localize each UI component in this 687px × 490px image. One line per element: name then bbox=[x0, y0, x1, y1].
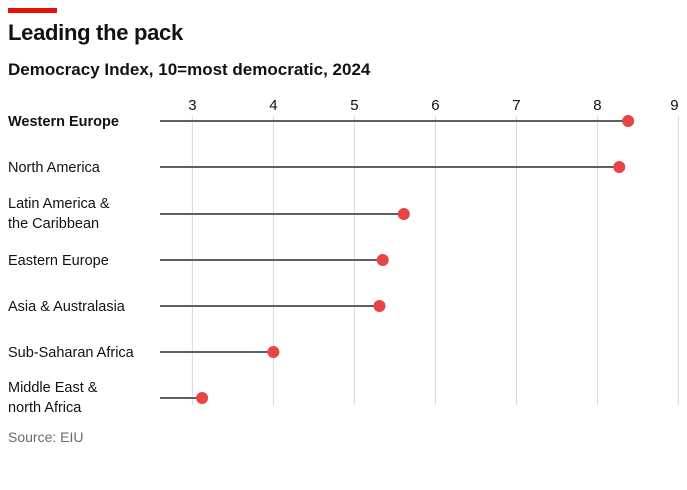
category-label: Middle East & bbox=[8, 380, 98, 396]
x-tick-label: 7 bbox=[512, 97, 520, 114]
data-point bbox=[397, 208, 410, 220]
data-point bbox=[376, 254, 389, 266]
category-label: North America bbox=[8, 160, 101, 176]
x-axis-ticks: 3 4 5 6 7 8 9 bbox=[188, 97, 678, 114]
x-tick-label: 6 bbox=[431, 97, 439, 114]
x-tick-label: 9 bbox=[670, 97, 678, 114]
data-point bbox=[267, 346, 280, 358]
category-label: north Africa bbox=[8, 400, 82, 416]
x-tick-label: 5 bbox=[350, 97, 358, 114]
category-labels: Western Europe North America Latin America… bbox=[8, 114, 135, 416]
category-label: Western Europe bbox=[8, 114, 119, 130]
data-points bbox=[196, 115, 635, 404]
stems bbox=[160, 120, 629, 399]
lollipop-chart: 3 4 5 6 7 8 9 Western Europe North America Latin… bbox=[8, 97, 679, 416]
chart-title: Leading the pack bbox=[8, 20, 183, 45]
data-point bbox=[373, 300, 386, 312]
data-point bbox=[613, 161, 626, 173]
category-label: the Caribbean bbox=[8, 216, 99, 232]
brand-accent-bar bbox=[8, 8, 57, 13]
category-label: Asia & Australasia bbox=[8, 299, 126, 315]
category-label: Eastern Europe bbox=[8, 253, 109, 269]
x-tick-label: 8 bbox=[593, 97, 601, 114]
source-note: Source: EIU bbox=[8, 429, 84, 445]
chart-subtitle: Democracy Index, 10=most democratic, 202… bbox=[8, 60, 371, 79]
data-point bbox=[622, 115, 635, 127]
x-tick-label: 3 bbox=[188, 97, 196, 114]
category-label: Sub-Saharan Africa bbox=[8, 345, 135, 361]
category-label: Latin America & bbox=[8, 196, 110, 212]
data-point bbox=[196, 392, 209, 404]
x-tick-label: 4 bbox=[269, 97, 277, 114]
